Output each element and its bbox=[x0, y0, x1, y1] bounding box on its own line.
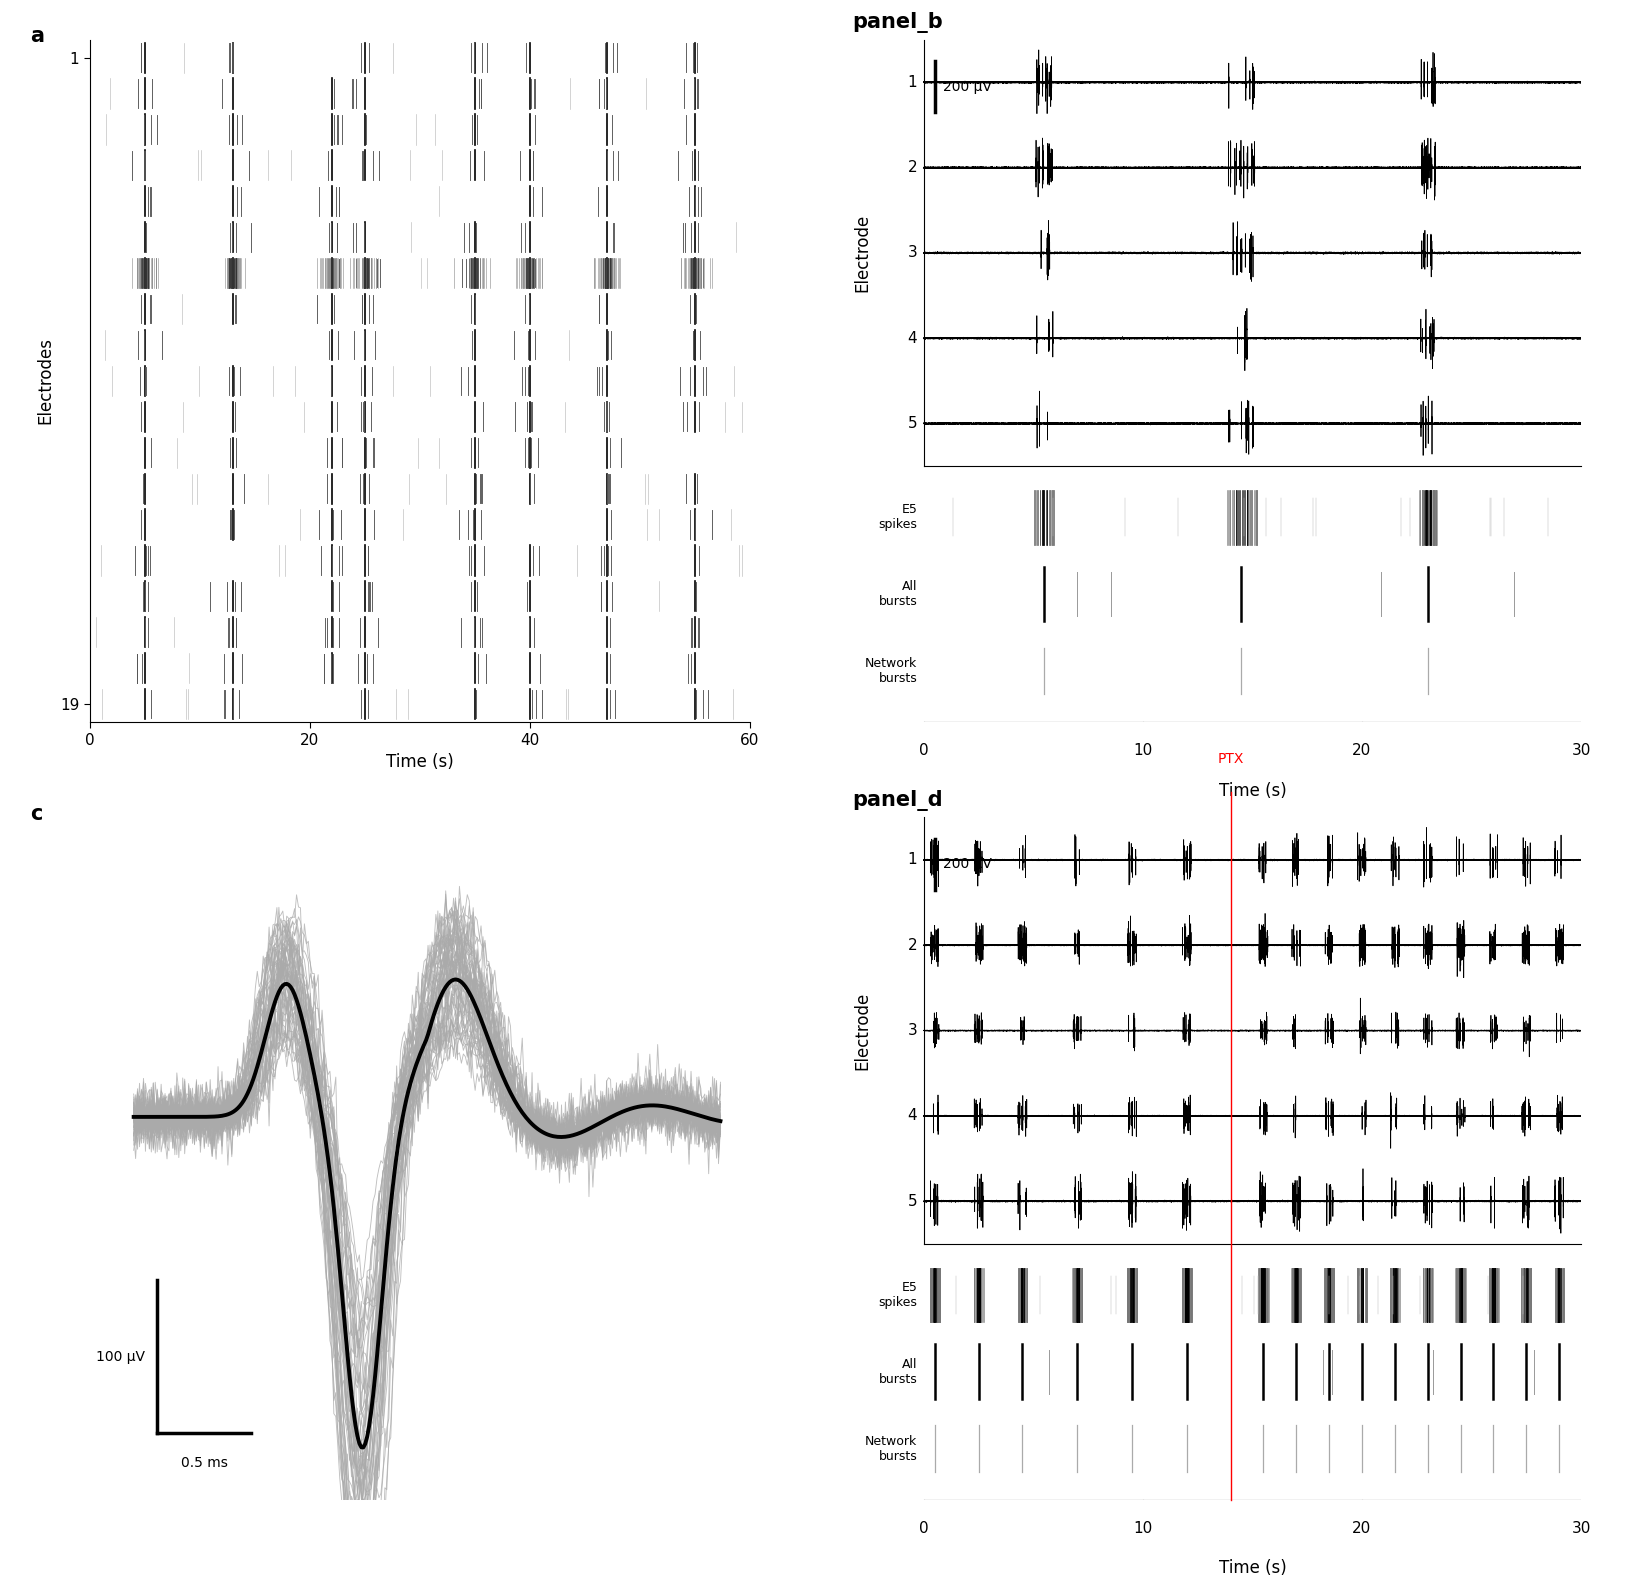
Text: Electrode: Electrode bbox=[854, 992, 872, 1070]
Text: E5
spikes: E5 spikes bbox=[879, 503, 918, 532]
Text: 1: 1 bbox=[908, 75, 918, 90]
Text: Network
bursts: Network bursts bbox=[866, 1435, 918, 1463]
Text: 3: 3 bbox=[908, 1024, 918, 1038]
Text: 20: 20 bbox=[1353, 743, 1371, 759]
Text: 4: 4 bbox=[908, 330, 918, 346]
Text: All
bursts: All bursts bbox=[879, 1358, 918, 1385]
Text: 0: 0 bbox=[919, 1520, 929, 1536]
Text: a: a bbox=[31, 25, 44, 46]
Text: PTX: PTX bbox=[1218, 752, 1244, 767]
Text: E5
spikes: E5 spikes bbox=[879, 1281, 918, 1309]
Text: Time (s): Time (s) bbox=[1219, 1560, 1286, 1577]
Text: 1: 1 bbox=[908, 852, 918, 868]
Text: Electrode: Electrode bbox=[854, 214, 872, 292]
Text: 10: 10 bbox=[1133, 1520, 1152, 1536]
Text: 100 μV: 100 μV bbox=[96, 1349, 145, 1363]
Text: 2: 2 bbox=[908, 160, 918, 175]
Text: panel_d: panel_d bbox=[852, 790, 944, 811]
Text: 5: 5 bbox=[908, 416, 918, 432]
Text: 0: 0 bbox=[919, 743, 929, 759]
Text: 30: 30 bbox=[1571, 1520, 1591, 1536]
Text: c: c bbox=[31, 803, 42, 824]
Text: panel_b: panel_b bbox=[852, 13, 944, 33]
Y-axis label: Electrodes: Electrodes bbox=[36, 338, 54, 424]
Text: Network
bursts: Network bursts bbox=[866, 657, 918, 686]
Text: 200 μV: 200 μV bbox=[944, 79, 993, 94]
Text: 20: 20 bbox=[1353, 1520, 1371, 1536]
Text: 4: 4 bbox=[908, 1108, 918, 1124]
Text: 5: 5 bbox=[908, 1193, 918, 1209]
X-axis label: Time (s): Time (s) bbox=[386, 754, 453, 771]
Text: 2: 2 bbox=[908, 938, 918, 952]
Text: Time (s): Time (s) bbox=[1219, 782, 1286, 800]
Text: 3: 3 bbox=[908, 246, 918, 260]
Text: 0.5 ms: 0.5 ms bbox=[181, 1457, 228, 1471]
Text: 30: 30 bbox=[1571, 743, 1591, 759]
Text: All
bursts: All bursts bbox=[879, 581, 918, 608]
Text: 10: 10 bbox=[1133, 743, 1152, 759]
Text: 200 μV: 200 μV bbox=[944, 857, 993, 871]
